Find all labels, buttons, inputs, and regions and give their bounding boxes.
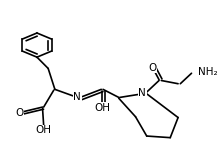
Text: O: O <box>15 108 23 118</box>
Text: NH₂: NH₂ <box>198 67 218 77</box>
Text: N: N <box>138 88 146 98</box>
Text: O: O <box>148 63 156 73</box>
Text: OH: OH <box>94 103 110 113</box>
Text: N: N <box>73 92 81 102</box>
Text: OH: OH <box>36 125 52 135</box>
